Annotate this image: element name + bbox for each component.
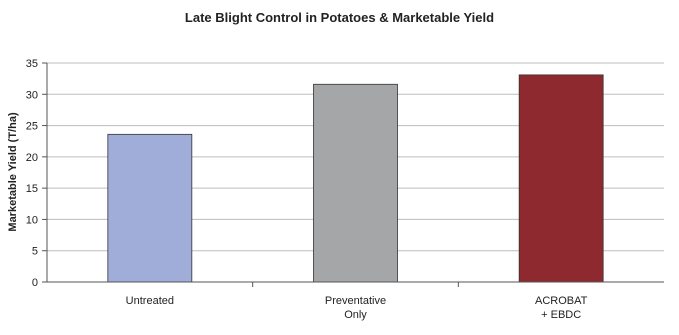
x-category-label: ACROBAT <box>535 295 588 307</box>
x-category-label: Only <box>344 309 367 321</box>
y-tick-label: 10 <box>26 214 38 226</box>
y-tick-label: 15 <box>26 183 38 195</box>
axes <box>46 63 664 287</box>
bar <box>313 83 398 283</box>
bar <box>107 133 193 283</box>
chart-title: Late Blight Control in Potatoes & Market… <box>184 10 495 25</box>
bar <box>518 74 604 283</box>
x-category-label: Untreated <box>126 295 174 307</box>
x-category-label: Preventative <box>325 295 386 307</box>
y-tick-label: 0 <box>32 277 38 289</box>
y-tick-label: 25 <box>26 121 38 133</box>
y-tick-labels: 0 5 10 15 20 25 30 35 <box>26 58 38 289</box>
y-tick-label: 5 <box>32 246 38 258</box>
x-category-labels: Untreated Preventative Only ACROBAT + EBDC <box>126 295 588 321</box>
x-category-label: + EBDC <box>541 309 581 321</box>
y-tick-label: 35 <box>26 58 38 70</box>
y-axis-label: Marketable Yield (T/ha) <box>7 112 19 232</box>
y-tick-label: 30 <box>26 89 38 101</box>
bars <box>107 74 604 283</box>
y-tick-label: 20 <box>26 152 38 164</box>
